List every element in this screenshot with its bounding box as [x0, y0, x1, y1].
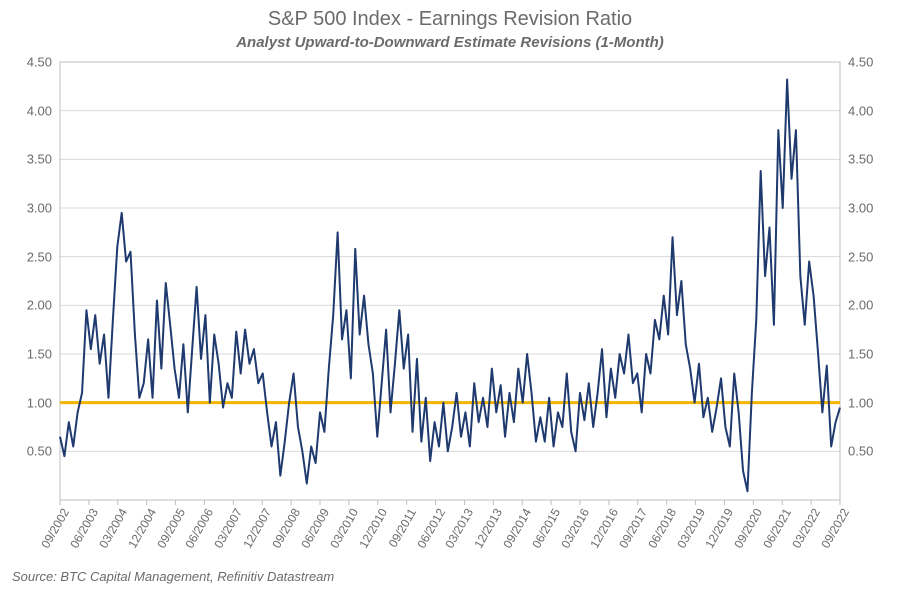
- x-tick: 09/2022: [818, 506, 852, 551]
- y-tick-left: 2.50: [0, 249, 52, 264]
- y-tick-right: 4.50: [848, 55, 873, 70]
- y-tick-left: 3.00: [0, 201, 52, 216]
- y-tick-right: 0.50: [848, 444, 873, 459]
- chart-container: S&P 500 Index - Earnings Revision Ratio …: [0, 0, 900, 590]
- y-tick-right: 1.00: [848, 395, 873, 410]
- y-tick-left: 2.00: [0, 298, 52, 313]
- y-tick-left: 4.50: [0, 55, 52, 70]
- plot-area: [60, 62, 840, 500]
- data-line: [60, 80, 840, 492]
- y-tick-right: 3.50: [848, 152, 873, 167]
- y-tick-left: 4.00: [0, 103, 52, 118]
- chart-subtitle: Analyst Upward-to-Downward Estimate Revi…: [0, 34, 900, 51]
- chart-title: S&P 500 Index - Earnings Revision Ratio: [0, 8, 900, 31]
- y-tick-left: 0.50: [0, 444, 52, 459]
- y-tick-left: 1.00: [0, 395, 52, 410]
- y-tick-right: 1.50: [848, 347, 873, 362]
- y-tick-right: 2.00: [848, 298, 873, 313]
- y-tick-right: 2.50: [848, 249, 873, 264]
- y-tick-left: 1.50: [0, 347, 52, 362]
- plot-svg: [60, 62, 840, 500]
- y-tick-left: 3.50: [0, 152, 52, 167]
- y-tick-right: 4.00: [848, 103, 873, 118]
- chart-source: Source: BTC Capital Management, Refiniti…: [12, 569, 334, 584]
- y-tick-right: 3.00: [848, 201, 873, 216]
